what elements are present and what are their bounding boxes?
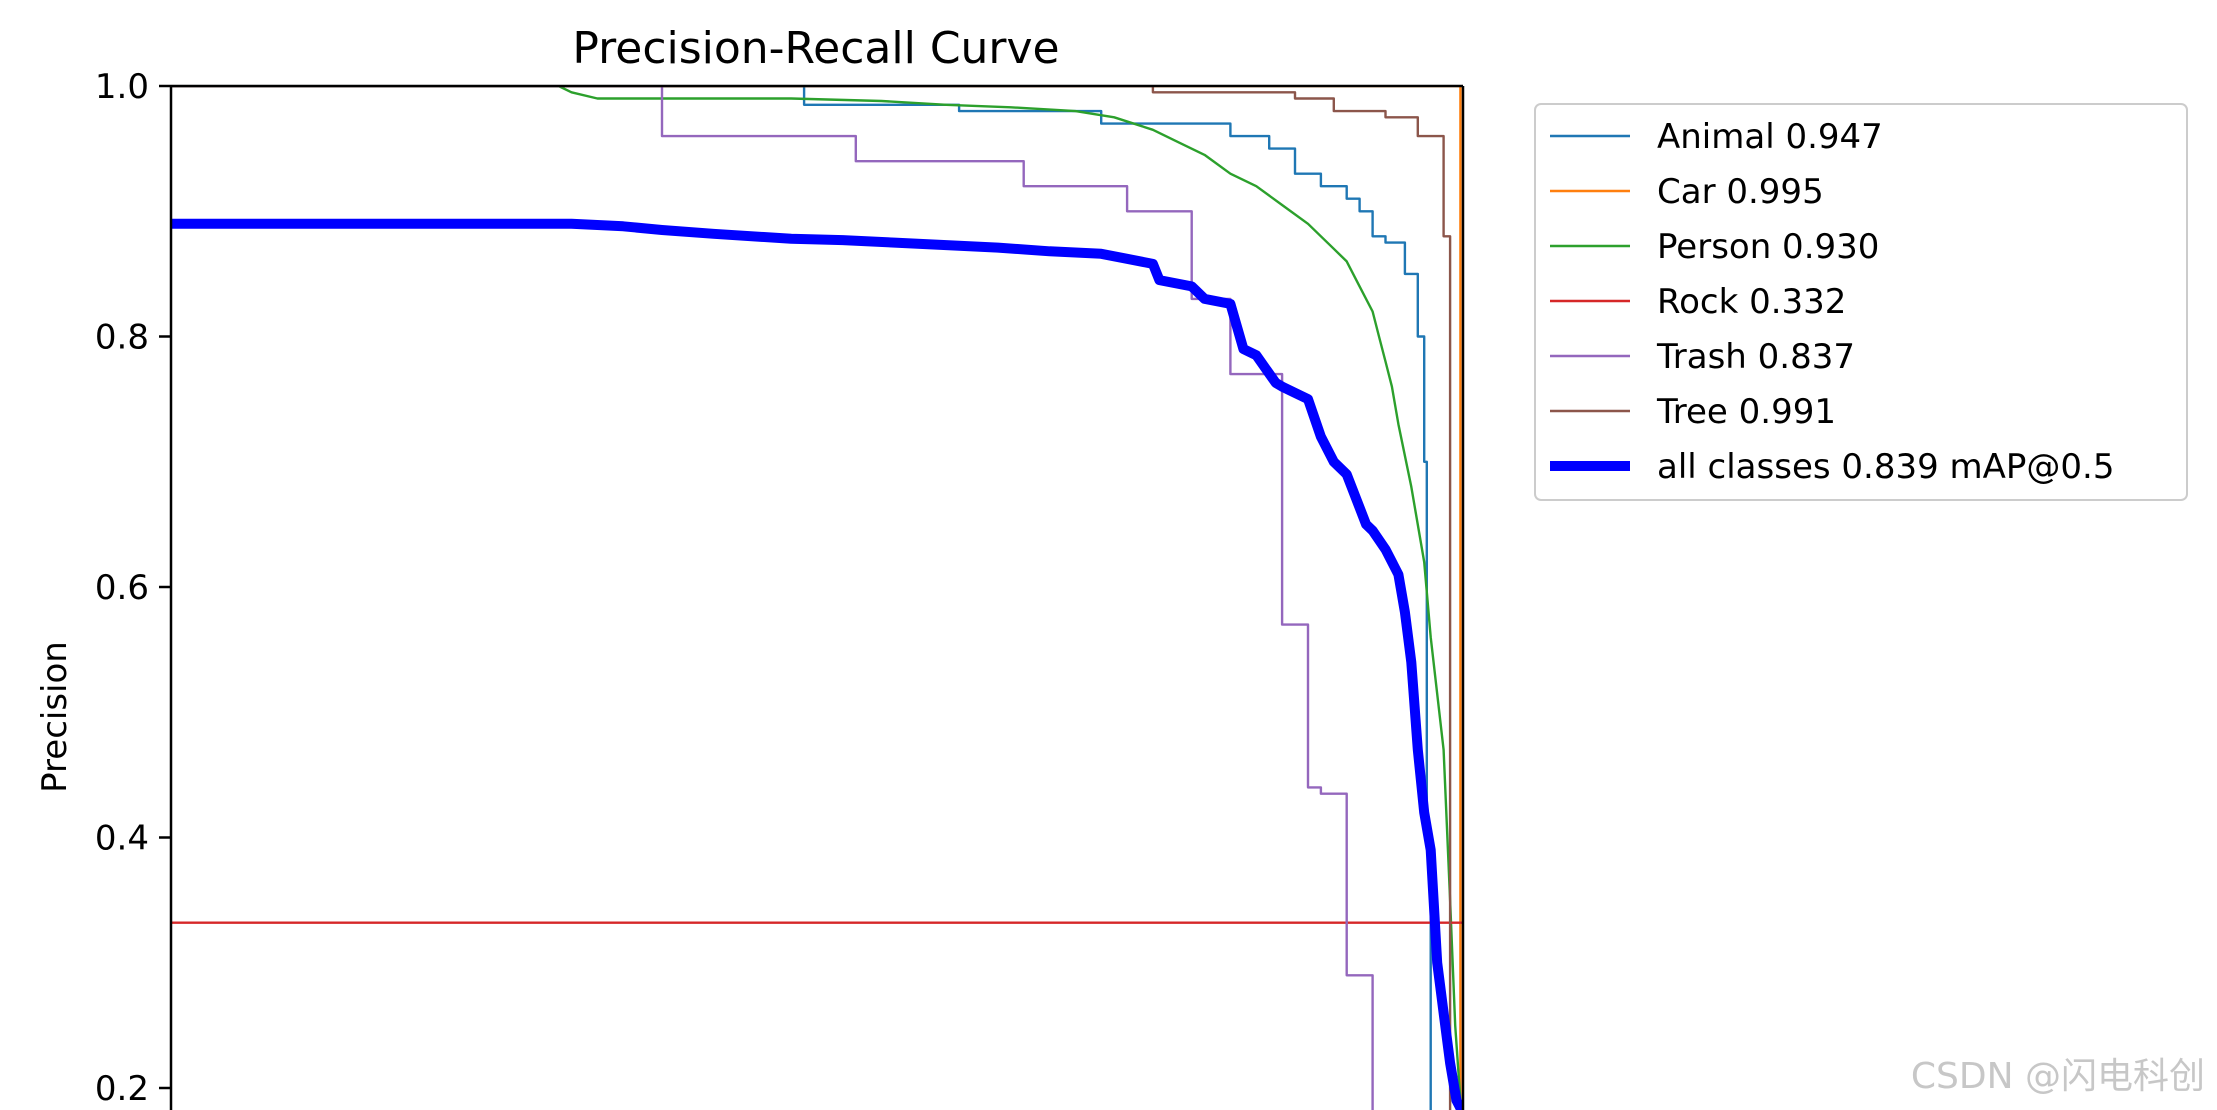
y-axis-ticks: 0.2 0.4 0.6 0.8 1.0 <box>95 67 171 1109</box>
y-tick-label: 1.0 <box>95 67 149 107</box>
series-line-6 <box>171 218 1463 1110</box>
legend-box <box>1534 103 2188 501</box>
y-tick-label: 0.4 <box>95 819 149 859</box>
legend-label-5: Tree 0.991 <box>1656 392 1836 432</box>
legend-label-4: Trash 0.837 <box>1656 337 1855 377</box>
y-axis-label: Precision <box>35 641 75 793</box>
chart-title: Precision-Recall Curve <box>572 23 1059 74</box>
legend-label-3: Rock 0.332 <box>1657 282 1846 322</box>
plot-frame <box>169 84 1465 1110</box>
legend: Animal 0.947 Car 0.995 Person 0.930 Rock 0.… <box>1534 103 2188 501</box>
series-line-4 <box>171 86 1374 1110</box>
series-line-0 <box>171 86 1432 1110</box>
watermark: CSDN @闪电科创 <box>1911 1056 2205 1097</box>
series-line-1 <box>171 86 1462 1110</box>
legend-label-6: all classes 0.839 mAP@0.5 <box>1657 447 2114 487</box>
series-line-2 <box>171 86 1463 1110</box>
y-tick-label: 0.6 <box>95 568 149 608</box>
legend-label-0: Animal 0.947 <box>1657 117 1883 157</box>
legend-label-2: Person 0.930 <box>1657 227 1879 267</box>
series-line-5 <box>171 86 1452 1110</box>
y-tick-label: 0.2 <box>95 1069 149 1109</box>
legend-label-1: Car 0.995 <box>1657 172 1824 212</box>
y-tick-label: 0.8 <box>95 318 149 358</box>
series-layer <box>171 86 1463 1110</box>
